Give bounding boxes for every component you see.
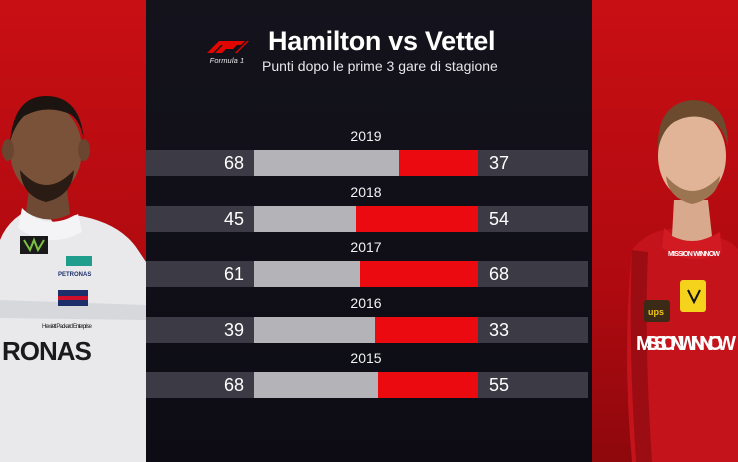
chart-title: Hamilton vs Vettel [268,26,496,56]
hamilton-value: 68 [223,375,244,395]
hamilton-value: 61 [223,264,244,284]
hamilton-bar [254,206,356,232]
hamilton-sponsor-text: Hewlett Packard Enterprise [42,324,93,330]
hamilton-badge-text: PETRONAS [58,272,91,278]
formula1-logo-icon [207,41,249,53]
hamilton-bar [254,317,375,343]
vettel-bar [375,317,478,343]
vettel-suit-text: MISSION WINNOW [636,333,736,355]
vettel-bar [356,206,478,232]
chart-subtitle: Punti dopo le prime 3 gare di stagione [262,58,498,74]
hamilton-value: 68 [223,153,244,173]
formula1-logo-text: Formula 1 [209,56,245,65]
year-label: 2015 [350,350,382,366]
vettel-value: 33 [489,320,510,340]
year-label: 2017 [350,239,382,255]
left-panel: PETRONAS Hewlett Packard Enterprise RONA… [0,0,146,462]
vettel-value: 54 [489,209,510,229]
hamilton-bar [254,261,360,287]
vettel-value: 68 [489,264,510,284]
hamilton-suit-text: RONAS [2,336,92,366]
hamilton-bar [254,150,399,176]
vettel-value: 55 [489,375,510,395]
hamilton-value: 39 [223,320,244,340]
vettel-bar [399,150,478,176]
year-label: 2016 [350,295,382,311]
year-label: 2019 [350,128,382,144]
hamilton-bar [254,372,378,398]
right-panel: ups MISSION WINNOW MISSION WINNOW [592,0,738,462]
vettel-bar [378,372,478,398]
vettel-sponsor-text: ups [648,307,664,317]
vettel-value: 37 [489,153,510,173]
vettel-bar [360,261,478,287]
vettel-chest-text: MISSION WINNOW [668,251,720,258]
hamilton-portrait: PETRONAS Hewlett Packard Enterprise RONA… [0,96,146,462]
year-label: 2018 [350,184,382,200]
vettel-portrait: ups MISSION WINNOW MISSION WINNOW [627,100,738,462]
hamilton-value: 45 [223,209,244,229]
